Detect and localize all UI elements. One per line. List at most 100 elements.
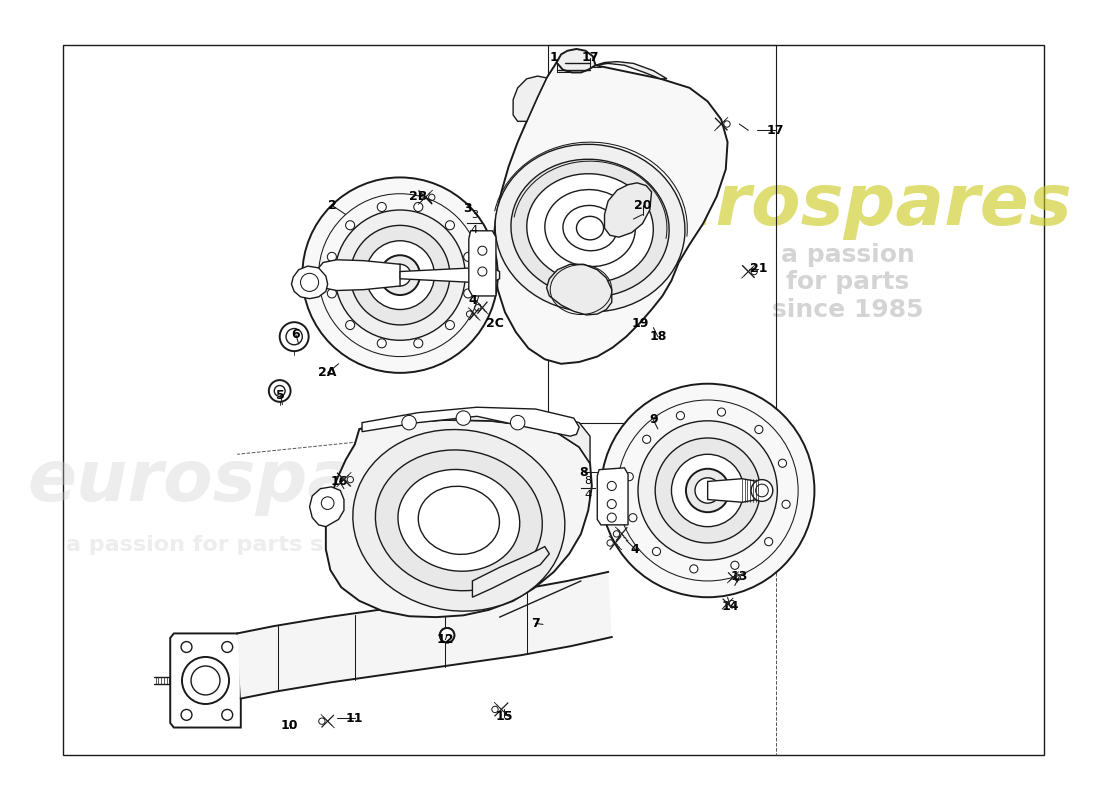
Circle shape (328, 289, 337, 298)
Circle shape (182, 657, 229, 704)
Circle shape (756, 484, 768, 497)
Circle shape (389, 264, 411, 286)
Circle shape (350, 226, 450, 325)
Text: 5: 5 (276, 389, 285, 402)
Circle shape (334, 210, 465, 340)
Circle shape (377, 202, 386, 211)
Text: 3: 3 (471, 210, 477, 221)
Polygon shape (238, 572, 612, 698)
Text: 12: 12 (437, 634, 454, 646)
Ellipse shape (375, 450, 542, 590)
Circle shape (477, 267, 487, 276)
Text: 8: 8 (585, 475, 592, 486)
Text: eurospares: eurospares (615, 171, 1071, 240)
Circle shape (321, 497, 334, 510)
Polygon shape (309, 487, 344, 526)
Circle shape (779, 459, 786, 467)
Text: 4: 4 (585, 490, 592, 500)
Text: 2C: 2C (486, 317, 504, 330)
Text: 17: 17 (581, 51, 598, 65)
Text: 4: 4 (471, 225, 477, 235)
Text: a passion
for parts
since 1985: a passion for parts since 1985 (772, 242, 924, 322)
Circle shape (510, 415, 525, 430)
Circle shape (443, 632, 451, 639)
Circle shape (440, 628, 454, 642)
Text: 2B: 2B (409, 190, 427, 203)
Text: a passion for parts since 1985: a passion for parts since 1985 (66, 534, 444, 554)
Polygon shape (362, 407, 580, 436)
Text: 4: 4 (631, 542, 640, 556)
Bar (548, 46, 775, 422)
Text: 16: 16 (331, 475, 348, 488)
Circle shape (182, 642, 191, 653)
Text: 20: 20 (634, 199, 651, 212)
Circle shape (464, 252, 473, 262)
Ellipse shape (495, 144, 685, 312)
Circle shape (676, 411, 684, 420)
Circle shape (446, 321, 454, 330)
Circle shape (607, 499, 616, 509)
Circle shape (477, 246, 487, 255)
Text: 2A: 2A (319, 366, 337, 379)
Text: 4: 4 (468, 294, 476, 307)
Circle shape (464, 289, 473, 298)
Text: 17: 17 (767, 124, 784, 137)
Text: 1: 1 (550, 51, 558, 65)
Circle shape (764, 538, 772, 546)
Text: 14: 14 (722, 600, 739, 613)
Circle shape (377, 338, 386, 348)
Text: 8: 8 (580, 466, 588, 479)
Ellipse shape (510, 159, 669, 297)
Text: 13: 13 (730, 570, 748, 583)
Text: 7: 7 (531, 617, 540, 630)
Circle shape (638, 421, 778, 560)
Polygon shape (513, 76, 547, 122)
Circle shape (446, 221, 454, 230)
Polygon shape (319, 260, 400, 290)
Circle shape (402, 415, 416, 430)
Circle shape (345, 221, 354, 230)
Polygon shape (707, 478, 760, 502)
Circle shape (274, 386, 285, 396)
Circle shape (328, 252, 337, 262)
Circle shape (268, 380, 290, 402)
Text: 19: 19 (631, 317, 649, 330)
Polygon shape (472, 546, 549, 598)
Circle shape (751, 480, 773, 502)
Circle shape (286, 329, 302, 345)
Text: 21: 21 (749, 262, 767, 275)
Polygon shape (326, 420, 592, 617)
Circle shape (782, 500, 790, 508)
Circle shape (652, 547, 661, 555)
Circle shape (182, 710, 191, 720)
Text: 2: 2 (328, 199, 337, 212)
Ellipse shape (576, 216, 604, 240)
Polygon shape (605, 183, 651, 237)
Polygon shape (360, 411, 590, 463)
Polygon shape (170, 634, 241, 727)
Text: 9: 9 (649, 414, 658, 426)
Circle shape (730, 562, 739, 570)
Text: 6: 6 (292, 328, 300, 342)
Circle shape (191, 666, 220, 695)
Circle shape (607, 513, 616, 522)
Circle shape (671, 454, 744, 526)
Ellipse shape (398, 470, 519, 571)
Polygon shape (292, 266, 328, 298)
Ellipse shape (544, 190, 635, 266)
Text: 10: 10 (280, 719, 298, 732)
Circle shape (607, 482, 616, 490)
Circle shape (629, 514, 637, 522)
Circle shape (345, 321, 354, 330)
Polygon shape (597, 468, 628, 525)
Circle shape (656, 438, 760, 543)
Circle shape (381, 255, 420, 295)
Circle shape (625, 473, 634, 481)
Circle shape (717, 408, 726, 416)
Circle shape (222, 710, 233, 720)
Circle shape (300, 274, 319, 291)
Polygon shape (595, 62, 667, 79)
Circle shape (686, 469, 729, 512)
Circle shape (279, 322, 309, 351)
Circle shape (755, 426, 763, 434)
